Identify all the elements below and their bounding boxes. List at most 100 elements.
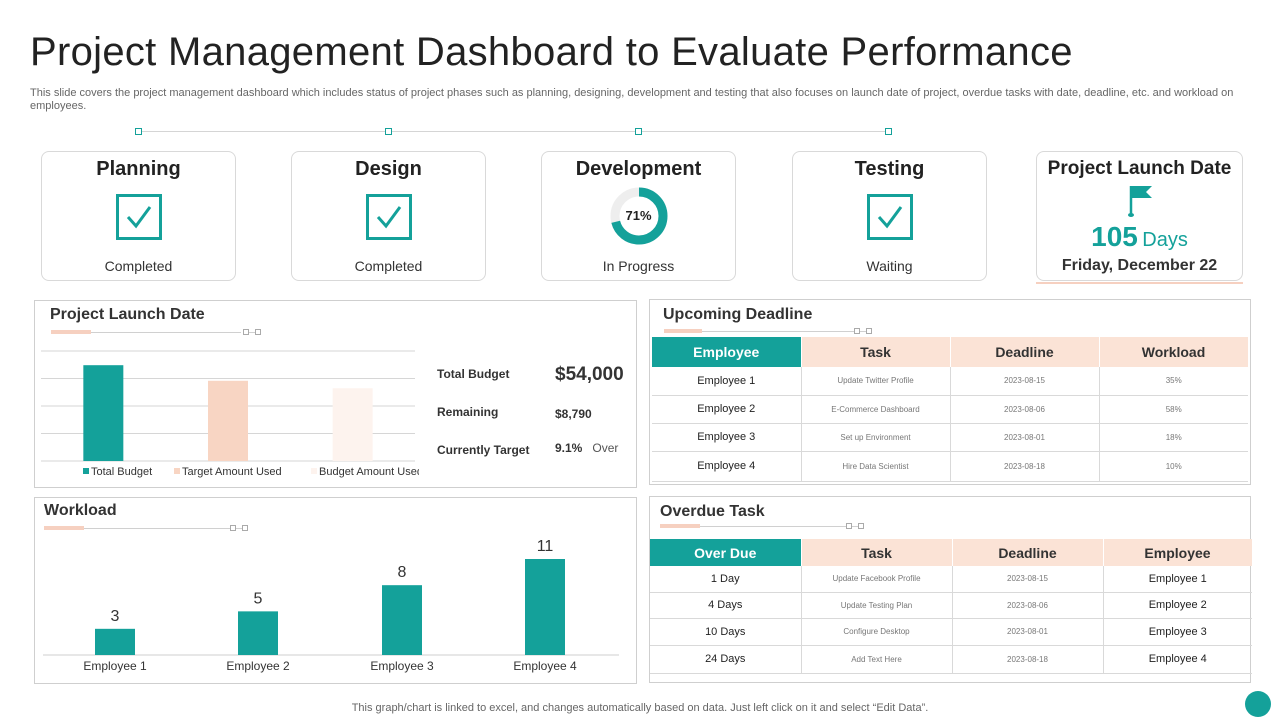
checkbox-icon <box>115 194 162 240</box>
overdue-task-table: Over Due Task Deadline Employee 1 Day Up… <box>650 539 1253 674</box>
legend-label: Total Budget <box>91 466 152 478</box>
decorative-circle <box>1245 691 1271 717</box>
workload-chart: 3 Employee 1 5 Employee 2 8 Employee 3 11 Emplo… <box>43 538 619 673</box>
table-cell: 10% <box>1099 451 1248 482</box>
table-cell: 58% <box>1099 395 1248 424</box>
phase-connector-dot <box>635 128 642 135</box>
table-header-row: Over Due Task Deadline Employee <box>650 539 1253 566</box>
workload-panel: Workload 3 Employee 1 5 Employee 2 8 Employee… <box>34 497 637 684</box>
table-cell: 2023-08-06 <box>950 395 1100 424</box>
table-row: Employee 1 Update Twitter Profile 2023-0… <box>652 367 1248 396</box>
page-subtitle: This slide covers the project management… <box>30 87 1234 112</box>
budget-chart: Total Budget Target Amount Used Budget Amo… <box>41 350 419 478</box>
phase-status: In Progress <box>602 258 675 274</box>
column-header: Task <box>801 539 953 566</box>
title-decoration <box>51 328 261 336</box>
budget-panel: Project Launch Date Total Budget Target A… <box>34 300 637 488</box>
table-cell: 2023-08-15 <box>950 367 1100 396</box>
table-row: 4 Days Update Testing Plan 2023-08-06 Em… <box>650 592 1252 619</box>
table-cell: 2023-08-01 <box>952 618 1104 646</box>
current-target: 9.1% Over <box>555 441 618 455</box>
bar <box>83 365 124 461</box>
phase-card-testing: Testing Waiting <box>792 151 987 281</box>
table-cell: 2023-08-18 <box>952 645 1104 674</box>
column-header: Employee <box>652 337 802 367</box>
page-title: Project Management Dashboard to Evaluate… <box>30 30 1073 74</box>
total-budget-label: Total Budget <box>437 367 510 381</box>
legend-swatch <box>83 468 89 474</box>
days-number: 105 <box>1091 221 1138 252</box>
table-row: Employee 4 Hire Data Scientist 2023-08-1… <box>652 451 1248 482</box>
table-cell: 10 Days <box>650 618 802 646</box>
table-cell: 2023-08-06 <box>952 592 1104 619</box>
footer-note: This graph/chart is linked to excel, and… <box>351 702 929 714</box>
progress-donut: 71% <box>609 186 669 246</box>
remaining-value: $8,790 <box>555 407 592 421</box>
table-header-row: Employee Task Deadline Workload <box>652 337 1249 367</box>
days-unit: Days <box>1142 229 1188 251</box>
table-cell: Configure Desktop <box>801 618 953 646</box>
phase-card-design: Design Completed <box>291 151 486 281</box>
table-cell: 2023-08-01 <box>950 423 1100 452</box>
current-target-label: Currently Target <box>437 443 530 457</box>
category-label: Employee 1 <box>83 659 147 673</box>
phase-status: Waiting <box>866 258 913 274</box>
column-header: Over Due <box>650 539 802 566</box>
panel-title: Workload <box>44 502 117 519</box>
phase-status: Completed <box>104 258 173 274</box>
column-header: Workload <box>1099 337 1249 367</box>
phase-connector-dot <box>135 128 142 135</box>
table-cell: Employee 2 <box>652 395 802 424</box>
panel-title: Upcoming Deadline <box>663 306 813 323</box>
table-cell: Employee 1 <box>652 367 802 396</box>
category-label: Employee 3 <box>370 659 434 673</box>
table-cell: Employee 3 <box>1103 618 1252 646</box>
bar <box>95 628 135 655</box>
table-cell: 2023-08-18 <box>950 451 1100 482</box>
phase-title: Testing <box>854 158 925 180</box>
column-header: Task <box>801 337 951 367</box>
phase-title: Design <box>355 158 422 180</box>
title-decoration <box>660 522 864 530</box>
bar <box>208 380 248 461</box>
data-label: 5 <box>254 590 263 607</box>
table-row: Employee 3 Set up Environment 2023-08-01… <box>652 423 1248 452</box>
phase-card-planning: Planning Completed <box>41 151 236 281</box>
table-cell: 1 Day <box>650 566 802 593</box>
legend-swatch <box>174 468 180 474</box>
remaining-label: Remaining <box>437 405 499 419</box>
phase-title: Development <box>575 158 702 180</box>
table-cell: Add Text Here <box>801 645 953 674</box>
category-label: Employee 4 <box>513 659 577 673</box>
table-cell: 24 Days <box>650 645 802 674</box>
title-decoration <box>664 327 872 335</box>
table-cell: Update Twitter Profile <box>801 367 951 396</box>
phase-title: Planning <box>96 158 181 180</box>
table-cell: 18% <box>1099 423 1248 452</box>
table-cell: Update Facebook Profile <box>801 566 953 593</box>
table-cell: Employee 3 <box>652 423 802 452</box>
bar <box>525 559 565 655</box>
table-row: 10 Days Configure Desktop 2023-08-01 Emp… <box>650 618 1252 646</box>
phase-status: Completed <box>354 258 423 274</box>
data-label: 8 <box>398 564 407 581</box>
checkbox-icon <box>365 194 412 240</box>
bar <box>382 585 422 655</box>
current-target-suffix: Over <box>592 441 619 455</box>
overdue-task-panel: Overdue Task Over Due Task Deadline Empl… <box>649 496 1253 683</box>
bar <box>238 611 278 655</box>
title-decoration <box>44 524 248 532</box>
total-budget-value: $54,000 <box>555 364 624 385</box>
table-cell: E-Commerce Dashboard <box>801 395 951 424</box>
phase-connector-line <box>139 131 889 132</box>
progress-label: 71% <box>625 208 652 223</box>
bar <box>332 388 373 461</box>
upcoming-deadline-panel: Upcoming Deadline Employee Task Deadline… <box>649 299 1251 485</box>
table-cell: Update Testing Plan <box>801 592 953 619</box>
legend-swatch <box>311 468 317 474</box>
table-row: Employee 2 E-Commerce Dashboard 2023-08-… <box>652 395 1248 424</box>
column-header: Employee <box>1103 539 1253 566</box>
table-cell: 35% <box>1099 367 1248 396</box>
phase-card-development: Development 71% In Progress <box>541 151 736 281</box>
table-cell: Employee 4 <box>652 451 802 482</box>
